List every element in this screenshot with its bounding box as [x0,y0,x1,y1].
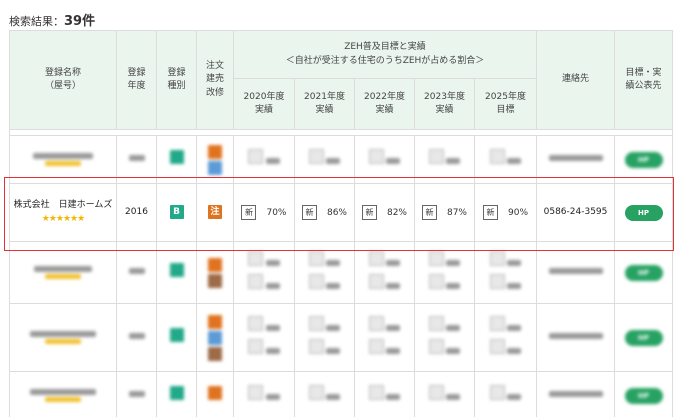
results-label: 検索結果： [9,15,64,28]
col-header-order: 注文 建売 改修 [196,30,234,130]
col-header-2020: 2020年度 実績 [233,78,295,130]
col-header-2023: 2023年度 実績 [414,78,475,130]
registration-year: 2016 [116,183,157,242]
hp-button[interactable]: HP [624,204,663,221]
table-row[interactable]: HP [9,241,674,304]
new-label: 新 [241,204,257,220]
col-header-name: 登録名称 （屋号） [9,30,117,130]
new-label: 新 [483,204,498,220]
col-header-contact: 連絡先 [536,30,616,130]
rating-stars: ★★★★★★ [41,213,85,224]
col-header-year: 登録 年度 [116,30,157,130]
table-row[interactable]: HP [9,135,674,184]
type-badge: B [169,205,184,220]
new-label: 新 [301,204,317,220]
new-label: 新 [421,204,437,220]
table-row[interactable]: HP [9,371,674,417]
col-header-2025: 2025年度 目標 [473,78,538,130]
results-count: 検索結果：39件 [9,10,95,29]
results-number: 39件 [64,14,96,29]
pct-2025: 90% [508,207,529,218]
col-header-zeh-group: ZEH普及目標と実績 ＜自社が受注する住宅のうちZEHが占める割合＞ [232,30,538,79]
pct-2022: 82% [386,207,407,218]
order-badge: 注 [208,205,222,220]
col-header-type: 登録 種別 [156,30,197,130]
col-header-2021: 2021年度 実績 [294,78,355,130]
pct-2020: 70% [266,207,287,218]
col-header-publish: 目標・実 績公表先 [614,30,674,130]
company-name[interactable]: 株式会社 日建ホームズ [13,200,113,210]
pct-2023: 87% [446,207,467,218]
new-label: 新 [361,204,377,220]
col-header-2022: 2022年度 実績 [354,78,415,130]
phone-number: 0586-24-3595 [536,183,616,242]
pct-2021: 86% [326,207,347,218]
zeh-table: 登録名称 （屋号） 登録 年度 登録 種別 注文 建売 改修 ZEH普及目標と実… [8,30,674,417]
table-row[interactable]: HP [9,303,674,372]
